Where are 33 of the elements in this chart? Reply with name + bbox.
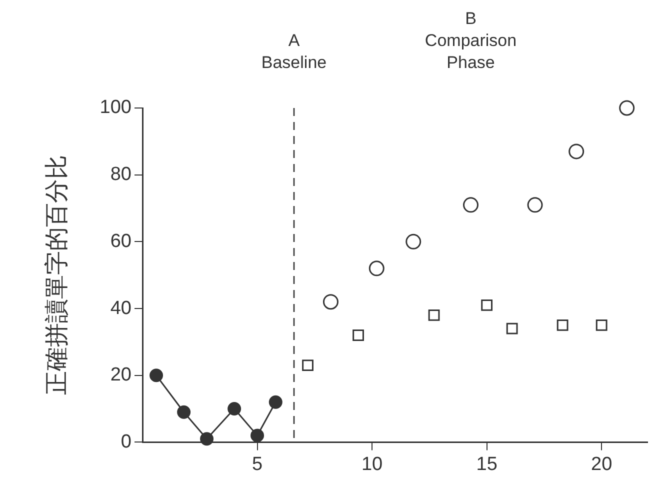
point xyxy=(322,294,338,310)
point xyxy=(428,310,440,321)
x-tick-label: 15 xyxy=(476,454,498,475)
point xyxy=(368,260,384,276)
point xyxy=(527,197,543,213)
point xyxy=(406,234,422,250)
point xyxy=(250,428,264,442)
ref-line-label: A Baseline xyxy=(261,31,327,72)
point xyxy=(556,320,568,331)
point xyxy=(302,360,314,372)
x-tick-label: 20 xyxy=(591,454,612,475)
point xyxy=(619,100,635,116)
text: B Comparison Phase xyxy=(424,9,517,72)
y-tick-label: 20 xyxy=(110,364,132,386)
point xyxy=(228,402,242,416)
point xyxy=(463,197,478,213)
y-axis-title: 正確拼讀單字的百分比 xyxy=(42,155,71,396)
y-tick-label: 40 xyxy=(110,298,132,319)
x-tick-label: 5 xyxy=(252,454,263,475)
point xyxy=(352,330,364,341)
point xyxy=(200,432,214,446)
y-tick-label: 80 xyxy=(110,164,132,186)
y-tick-label: 60 xyxy=(110,230,132,252)
point xyxy=(268,395,282,409)
point xyxy=(568,144,584,160)
y-tick-label: 0 xyxy=(120,431,132,452)
point xyxy=(150,368,164,382)
point xyxy=(506,322,518,334)
x-tick-label: 10 xyxy=(361,454,383,475)
y-tick-label: 100 xyxy=(100,97,132,118)
point xyxy=(596,320,608,331)
point xyxy=(177,405,191,419)
point xyxy=(481,299,493,311)
